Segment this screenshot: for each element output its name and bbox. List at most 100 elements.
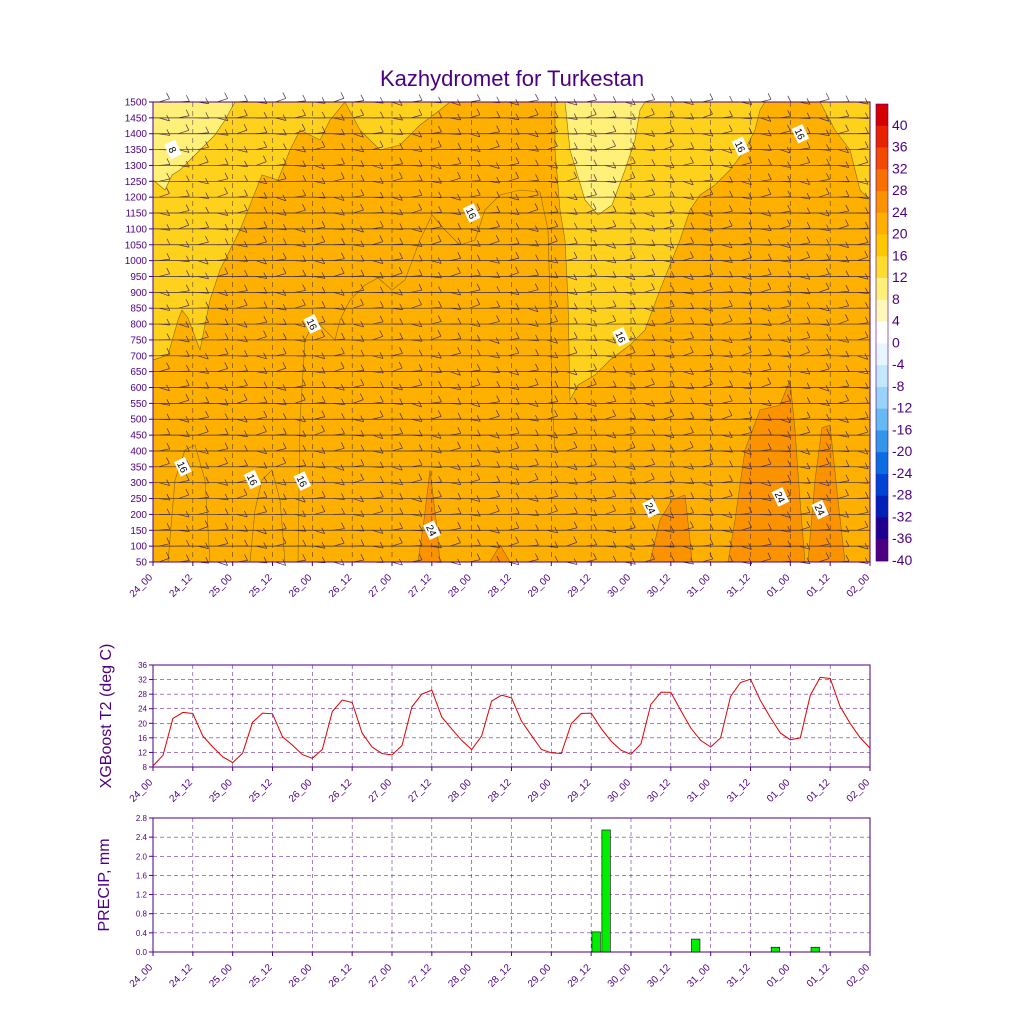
contour-label-box (164, 139, 182, 160)
colorbar-swatch (876, 473, 888, 497)
contour-line (249, 469, 286, 562)
wind-barb (340, 442, 345, 449)
wind-barb (158, 528, 170, 531)
wind-barb (787, 219, 791, 226)
wind-barb (612, 395, 617, 402)
wind-barb (197, 132, 209, 135)
wind-barb (333, 97, 345, 103)
wind-barb (535, 444, 539, 451)
wind-barb (496, 556, 501, 563)
wind-barb (527, 323, 539, 327)
wind-barb (767, 268, 772, 275)
wind-barb (721, 225, 733, 230)
precip-bar (810, 946, 820, 953)
wind-barb (760, 383, 771, 388)
wind-barb (158, 403, 170, 406)
wind-barb (515, 222, 520, 230)
wind-barb (721, 480, 733, 484)
wind-barb (302, 204, 306, 211)
wind-barb (476, 94, 481, 101)
wind-barb (255, 511, 267, 515)
wind-barb (399, 478, 403, 485)
wind-barb (275, 133, 287, 136)
wind-barb (826, 508, 830, 516)
contour-label: 16 (791, 123, 810, 144)
wind-barb (845, 445, 850, 452)
wind-barb (302, 255, 307, 262)
wind-barb (779, 225, 791, 230)
wind-barb (263, 316, 268, 323)
wind-barb (554, 475, 559, 482)
wind-barb (760, 498, 772, 501)
wind-barb (682, 512, 694, 515)
wind-barb (643, 323, 655, 327)
wind-barb (787, 445, 792, 453)
wind-barb (593, 334, 598, 341)
wind-barb (333, 133, 345, 136)
wind-barb (236, 165, 248, 168)
y-tick-label: 1200 (125, 193, 148, 204)
wind-barb (508, 177, 519, 182)
wind-barb (554, 351, 559, 359)
wind-barb (508, 257, 519, 261)
wind-barb (469, 434, 481, 437)
wind-barb (321, 301, 326, 308)
wind-barb (515, 463, 520, 471)
wind-barb (197, 466, 209, 469)
wind-barb (779, 260, 791, 263)
x-tick-label: 30_12 (646, 777, 674, 805)
wind-barb (643, 212, 655, 217)
wind-barb (779, 339, 791, 343)
wind-barb (527, 478, 539, 484)
contour-label: 24 (642, 498, 660, 518)
wind-barb (671, 365, 675, 373)
wind-barb (857, 276, 869, 280)
wind-barb (430, 466, 442, 468)
wind-barb (670, 205, 675, 212)
wind-barb (651, 108, 655, 115)
wind-barb (573, 383, 578, 390)
colorbar-label: 36 (892, 139, 908, 155)
wind-barb (275, 542, 287, 547)
wind-barb (593, 538, 598, 545)
wind-barb (411, 514, 423, 517)
wind-barb (818, 354, 830, 357)
wind-barb (255, 291, 267, 294)
wind-barb (554, 366, 559, 373)
wind-barb (224, 559, 228, 566)
wind-barb (845, 489, 849, 496)
wind-barb (612, 504, 616, 511)
wind-barb (275, 338, 287, 341)
wind-barb (818, 558, 830, 563)
wind-barb (709, 224, 714, 232)
wind-barb (333, 542, 345, 547)
wind-barb (624, 242, 636, 246)
wind-barb (438, 490, 442, 497)
wind-barb (186, 554, 190, 561)
contour-label: 16 (612, 326, 630, 347)
contour-label-box (462, 203, 481, 223)
wind-barb (779, 196, 791, 198)
wind-barb (818, 117, 830, 122)
wind-barb (333, 212, 345, 216)
wind-barb (779, 385, 791, 388)
wind-barb (605, 180, 617, 183)
wind-barb (721, 514, 733, 519)
wind-barb (527, 114, 539, 119)
wind-barb (418, 539, 423, 546)
wind-barb (651, 283, 655, 290)
wind-barb (224, 413, 229, 420)
wind-barb (826, 253, 830, 260)
wind-barb (787, 204, 791, 212)
wind-barb (748, 448, 752, 455)
wind-barb (837, 290, 849, 293)
wind-barb (449, 292, 461, 296)
contour-line (167, 444, 211, 562)
wind-barb (845, 379, 850, 387)
wind-barb (186, 445, 190, 452)
wind-barb (721, 260, 733, 263)
wind-barb (178, 418, 190, 423)
x-tick-label: 02_00 (845, 777, 873, 805)
wind-barb (488, 165, 500, 169)
wind-barb (864, 411, 869, 418)
